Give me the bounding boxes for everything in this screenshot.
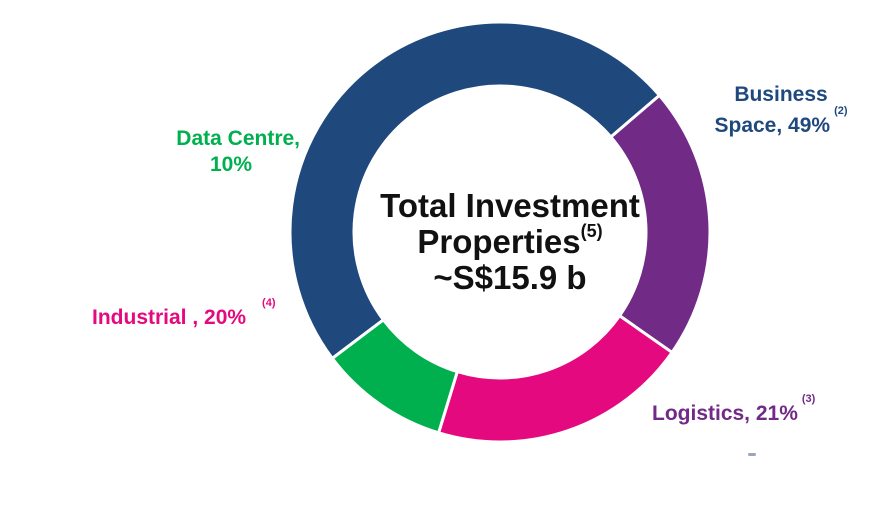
label-data-centre: Data Centre, 10%	[150, 126, 300, 178]
center-label-line1: Total Investment	[380, 187, 640, 224]
center-label-line2-wrap: Properties(5)	[360, 221, 660, 260]
center-label-line2: Properties	[417, 223, 581, 260]
label-industrial: Industrial , 20% (4)	[92, 297, 276, 331]
slice-data-centre	[330, 317, 460, 435]
label-data-centre-line2: 10%	[209, 153, 252, 176]
center-label: Total Investment Properties(5) ~S$15.9 b	[360, 188, 660, 296]
label-business-space-line2: Space, 49%	[714, 114, 831, 137]
label-logistics-note: (3)	[801, 393, 816, 405]
label-business-space-line1: Business	[734, 83, 828, 106]
center-label-note: (5)	[580, 221, 603, 241]
label-data-centre-line1: Data Centre,	[176, 127, 300, 150]
label-business-space: Business Space, 49%(2)	[706, 82, 856, 139]
decorative-dot	[748, 453, 756, 456]
label-business-space-line2-wrap: Space, 49%(2)	[706, 105, 856, 139]
label-industrial-note: (4)	[262, 297, 276, 309]
slice-business-space	[288, 20, 662, 361]
label-logistics: Logistics, 21%(3)	[652, 393, 816, 427]
center-label-line3: ~S$15.9 b	[433, 259, 587, 296]
slice-industrial	[436, 313, 675, 444]
label-industrial-text: Industrial , 20%	[92, 306, 247, 329]
label-business-space-note: (2)	[834, 105, 848, 117]
label-logistics-text: Logistics, 21%	[652, 402, 798, 425]
